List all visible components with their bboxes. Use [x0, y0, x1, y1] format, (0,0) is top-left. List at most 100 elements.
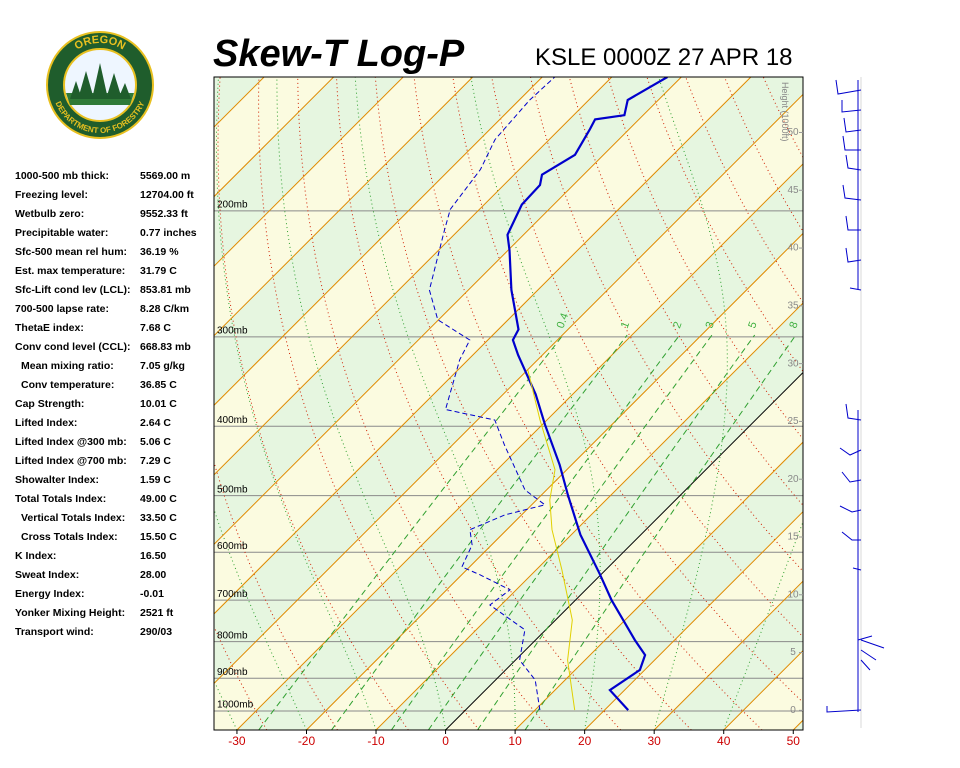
mixing-ratio-line	[427, 334, 713, 730]
stat-value: 12704.00 ft	[140, 189, 194, 201]
stat-value: 10.01 C	[140, 398, 177, 410]
isotherm	[214, 93, 803, 685]
logo-top-text: OREGON	[73, 34, 128, 53]
mixing-ratio-label: 0.4	[555, 312, 572, 330]
isotherm-band	[863, 77, 960, 730]
pressure-label: 1000mb	[217, 700, 254, 711]
height-label: 30	[787, 358, 799, 369]
dry-adiabat	[880, 77, 960, 730]
height-label: 35	[787, 300, 799, 311]
stat-label: Vertical Totals Index:	[21, 512, 125, 524]
dry-adiabat	[374, 77, 692, 730]
stat-label: Mean mixing ratio:	[21, 360, 114, 372]
isotherm	[214, 77, 613, 476]
stat-label: Freezing level:	[15, 189, 88, 201]
stat-label: Wetbulb zero:	[15, 208, 84, 220]
isotherm	[584, 510, 803, 730]
mixing-ratio-line	[390, 334, 681, 730]
plot-area	[428, 77, 668, 711]
stat-label: ThetaE index:	[15, 322, 84, 334]
stat-value: 36.85 C	[140, 379, 177, 391]
stat-value: 7.05 g/kg	[140, 360, 185, 372]
isotherm-band	[214, 94, 803, 730]
stat-label: Total Totals Index:	[15, 493, 106, 505]
moist-adiabat	[653, 77, 728, 730]
x-tick-label: 0	[442, 734, 449, 748]
isotherm	[932, 77, 960, 730]
stat-value: 1.59 C	[140, 474, 171, 486]
isotherm	[214, 77, 334, 198]
stat-value: 28.00	[140, 569, 166, 581]
isotherm	[653, 580, 803, 730]
dry-adiabat	[841, 77, 960, 730]
pressure-label: 900mb	[217, 667, 248, 678]
dry-adiabat	[801, 77, 803, 81]
isotherm	[236, 163, 803, 730]
stat-label: Est. max temperature:	[15, 265, 125, 277]
profile-line	[506, 77, 668, 711]
x-tick-label: 40	[717, 734, 731, 748]
pressure-label: 500mb	[217, 484, 248, 495]
isotherm	[214, 77, 682, 546]
stat-label: Yonker Mixing Height:	[15, 607, 125, 619]
height-axis-label: Height (1000ft)	[780, 82, 790, 142]
stat-label: Sfc-500 mean rel hum:	[15, 246, 127, 258]
dry-adiabat	[919, 77, 960, 730]
height-label: 20	[787, 474, 799, 485]
isotherm	[306, 232, 803, 730]
stat-value: 36.19 %	[140, 246, 179, 258]
pressure-label: 800mb	[217, 630, 248, 641]
chart-title: Skew-T Log-P	[213, 33, 465, 75]
dry-adiabat	[217, 77, 409, 730]
mixing-ratio-label: 1	[619, 320, 632, 330]
stat-label: 700-500 lapse rate:	[15, 303, 109, 315]
stat-label: Cross Totals Index:	[21, 531, 118, 543]
stat-value: 2521 ft	[140, 607, 174, 619]
stat-value: 0.77 inches	[140, 227, 197, 239]
stats-table: 1000-500 mb thick: 5569.00 m Freezing leve…	[15, 170, 197, 638]
height-label: 50	[787, 127, 799, 138]
dry-adiabat	[646, 77, 803, 373]
x-tick-label: 10	[508, 734, 522, 748]
stat-value: 7.68 C	[140, 322, 171, 334]
isotherm-band	[793, 720, 803, 730]
plot-frame	[213, 76, 804, 731]
stat-value: 2.64 C	[140, 417, 171, 429]
stat-value: 49.00 C	[140, 493, 177, 505]
x-tick-label: -30	[228, 734, 246, 748]
stat-value: 5.06 C	[140, 436, 171, 448]
mixing-ratio-label: 2	[671, 320, 684, 330]
wind-barbs	[826, 79, 885, 713]
height-label: 40	[787, 243, 799, 254]
profile-line	[527, 370, 576, 711]
isotherm	[214, 77, 543, 406]
moist-adiabat	[723, 520, 803, 730]
mixing-ratio-label: 3	[704, 320, 717, 330]
isotherm	[792, 719, 803, 730]
isotherm	[375, 302, 803, 730]
stat-value: 16.50	[140, 550, 166, 562]
dry-adiabat	[297, 77, 551, 730]
height-label: 15	[787, 532, 799, 543]
height-label: 0	[790, 705, 796, 716]
height-label: 10	[787, 589, 799, 600]
isotherm	[214, 77, 474, 337]
stat-label: Precipitable water:	[15, 227, 108, 239]
logo-top: OREGON	[73, 34, 128, 53]
height-label: 25	[787, 416, 799, 427]
dry-adiabat	[336, 77, 621, 730]
chart-subtitle: KSLE 0000Z 27 APR 18	[535, 44, 793, 71]
stat-value: 853.81 mb	[140, 284, 191, 296]
profile-line	[428, 77, 556, 711]
logo: OREGON DEPARTMENT OF FORESTRY	[46, 31, 154, 139]
mixing-ratio-line	[331, 334, 628, 730]
stat-value: 290/03	[140, 626, 172, 638]
stat-label: Lifted Index:	[15, 417, 77, 429]
x-tick-label: 50	[787, 734, 801, 748]
stat-label: Cap Strength:	[15, 398, 84, 410]
stat-label: Lifted Index @300 mb:	[15, 436, 127, 448]
logo-trees	[70, 63, 131, 99]
stat-value: 9552.33 ft	[140, 208, 188, 220]
mixing-ratio-line	[258, 334, 564, 730]
stat-value: 8.28 C/km	[140, 303, 189, 315]
